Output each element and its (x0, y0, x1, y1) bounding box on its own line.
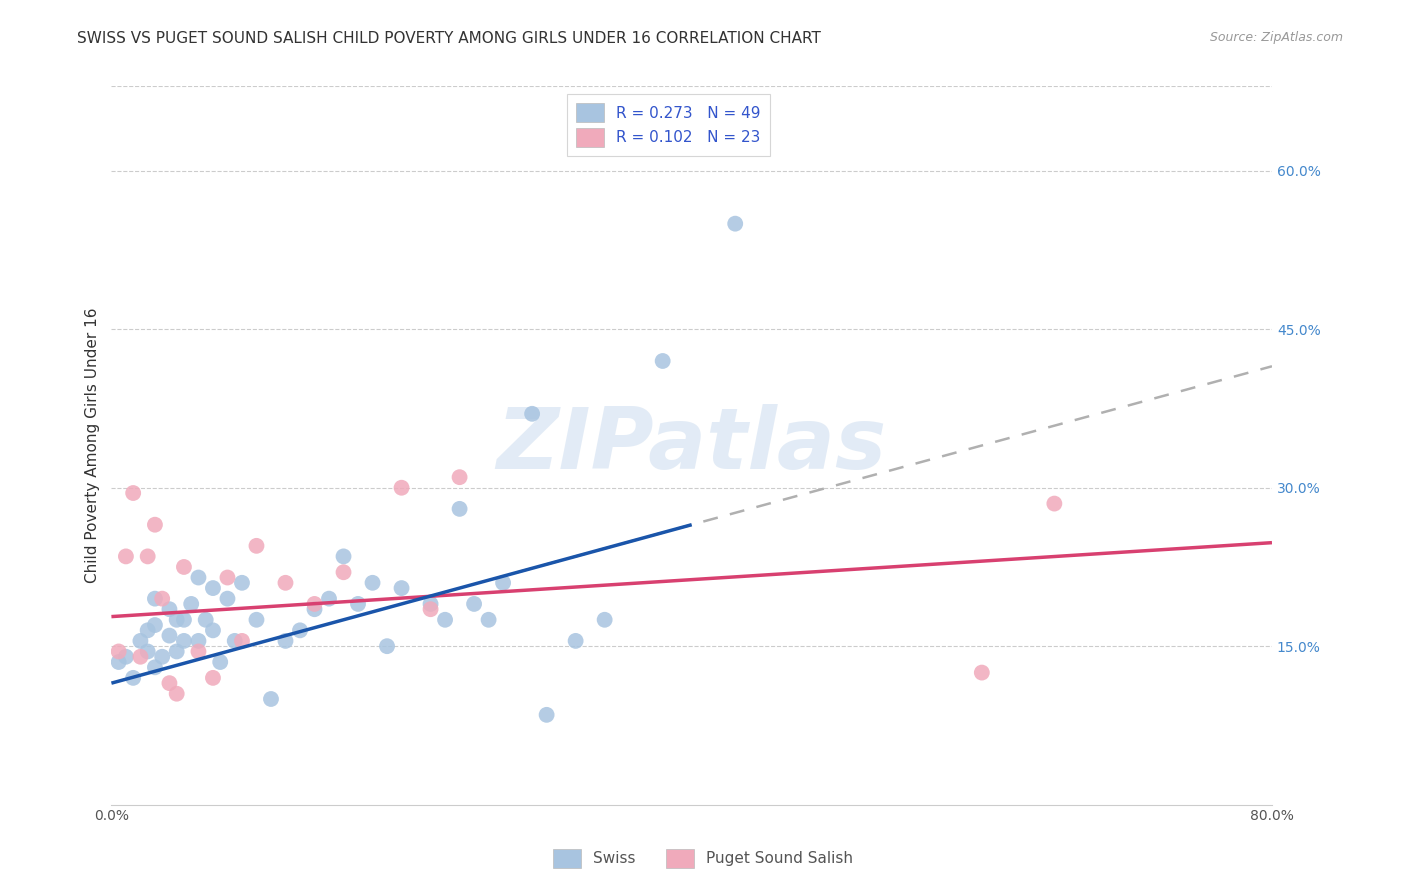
Point (564, 633, 586, 648)
Legend: R = 0.273   N = 49, R = 0.102   N = 23: R = 0.273 N = 49, R = 0.102 N = 23 (567, 94, 769, 156)
Point (209, 655, 232, 669)
Point (129, 649, 152, 664)
Point (115, 649, 138, 664)
Point (187, 570, 209, 584)
Point (143, 618, 166, 632)
Point (173, 560, 195, 574)
Point (478, 613, 501, 627)
Text: Source: ZipAtlas.com: Source: ZipAtlas.com (1209, 31, 1343, 45)
Point (159, 602, 181, 616)
Point (122, 486, 145, 500)
Point (150, 649, 173, 664)
Point (187, 644, 209, 658)
Point (419, 602, 441, 616)
Point (107, 655, 129, 669)
Point (187, 633, 209, 648)
Point (115, 549, 138, 564)
Point (136, 624, 159, 638)
Point (332, 549, 354, 564)
Point (129, 633, 152, 648)
Point (288, 624, 311, 638)
Legend: Swiss, Puget Sound Salish: Swiss, Puget Sound Salish (547, 843, 859, 873)
Point (260, 692, 283, 706)
Point (173, 633, 195, 648)
Point (136, 644, 159, 658)
Point (463, 597, 485, 611)
Point (449, 470, 471, 484)
Point (361, 575, 384, 590)
Point (217, 591, 239, 606)
Point (231, 575, 253, 590)
Point (122, 671, 145, 685)
Point (245, 539, 267, 553)
Point (318, 591, 340, 606)
Point (724, 217, 747, 231)
Point (304, 597, 326, 611)
Point (107, 644, 129, 658)
Point (143, 591, 166, 606)
Point (304, 602, 326, 616)
Point (143, 517, 166, 532)
Point (224, 633, 246, 648)
Point (150, 591, 173, 606)
Point (166, 644, 188, 658)
Point (159, 676, 181, 690)
Text: SWISS VS PUGET SOUND SALISH CHILD POVERTY AMONG GIRLS UNDER 16 CORRELATION CHART: SWISS VS PUGET SOUND SALISH CHILD POVERT… (77, 31, 821, 46)
Point (159, 629, 181, 643)
Point (492, 575, 515, 590)
Point (231, 633, 253, 648)
Point (173, 613, 195, 627)
Point (375, 639, 398, 653)
Point (593, 613, 616, 627)
Point (201, 581, 224, 595)
Point (166, 687, 188, 701)
Point (651, 354, 673, 368)
Text: ZIPatlas: ZIPatlas (496, 404, 887, 487)
Y-axis label: Child Poverty Among Girls Under 16: Child Poverty Among Girls Under 16 (86, 308, 100, 583)
Point (245, 613, 267, 627)
Point (970, 665, 993, 680)
Point (449, 501, 471, 516)
Point (201, 624, 224, 638)
Point (419, 597, 441, 611)
Point (143, 660, 166, 674)
Point (1043, 497, 1066, 511)
Point (180, 597, 202, 611)
Point (391, 481, 413, 495)
Point (347, 597, 370, 611)
Point (391, 581, 413, 595)
Point (434, 613, 457, 627)
Point (166, 613, 188, 627)
Point (194, 613, 217, 627)
Point (332, 566, 354, 580)
Point (217, 570, 239, 584)
Point (536, 707, 558, 722)
Point (274, 575, 297, 590)
Point (136, 549, 159, 564)
Point (274, 633, 297, 648)
Point (520, 407, 543, 421)
Point (201, 671, 224, 685)
